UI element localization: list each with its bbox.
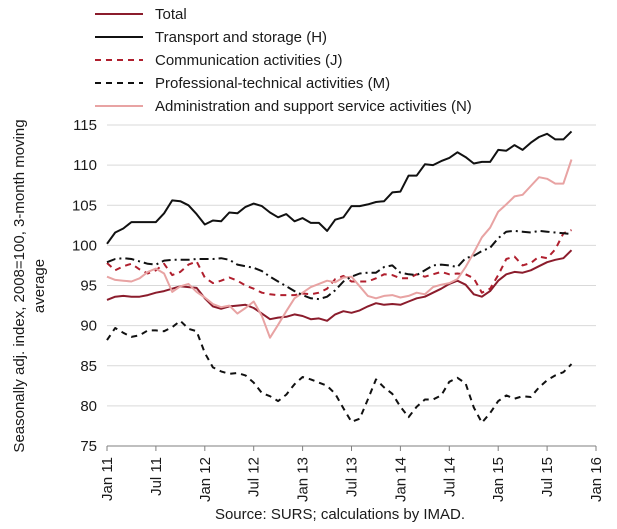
y-tick-label: 105 xyxy=(72,197,97,214)
legend-label: Total xyxy=(155,6,187,23)
x-tick-label: Jan 14 xyxy=(392,457,409,502)
x-tick-label: Jan 15 xyxy=(490,457,507,502)
x-tick-label: Jul 14 xyxy=(441,457,458,497)
y-tick-label: 115 xyxy=(73,117,97,134)
x-tick-label: Jan 16 xyxy=(588,457,605,502)
series-line-6 xyxy=(106,229,572,301)
series-line-2 xyxy=(106,130,573,245)
y-tick-label: 100 xyxy=(72,237,97,254)
x-tick-label: Jul 13 xyxy=(344,457,361,497)
y-tick-label: 75 xyxy=(80,438,97,455)
y-axis-title-line-2: average xyxy=(31,259,48,313)
y-tick-labels: 75 80 85 90 95 100 105 110 115 xyxy=(72,117,97,455)
y-tick-label: 110 xyxy=(73,157,97,174)
legend-label: Transport and storage (H) xyxy=(155,29,327,46)
x-tick-label: Jan 12 xyxy=(197,457,214,502)
y-tick-label: 80 xyxy=(80,398,97,415)
legend: Total Transport and storage (H) Communicat… xyxy=(95,6,472,115)
series-line-5 xyxy=(106,159,573,339)
y-tick-label: 90 xyxy=(80,318,97,335)
y-axis-title-line-1: Seasonally adj. index, 2008=100, 3-month… xyxy=(11,119,28,452)
x-tick-label: Jan 11 xyxy=(99,457,116,501)
axes xyxy=(106,445,597,451)
legend-label: Administration and support service activ… xyxy=(155,98,472,115)
legend-label: Communication activities (J) xyxy=(155,52,343,69)
x-tick-label: Jul 15 xyxy=(539,457,556,497)
source-note: Source: SURS; calculations by IMAD. xyxy=(215,506,465,523)
legend-label: Professional-technical activities (M) xyxy=(155,75,390,92)
x-tick-label: Jul 12 xyxy=(246,457,263,497)
x-tick-labels: Jan 11 Jul 11 Jan 12 Jul 12 Jan 13 Jul 13 Jan … xyxy=(99,457,605,502)
series-line-1 xyxy=(106,249,573,322)
series-line-4 xyxy=(106,319,573,424)
x-tick-label: Jan 13 xyxy=(295,457,312,502)
x-tick-label: Jul 11 xyxy=(148,457,165,496)
y-tick-label: 95 xyxy=(80,278,97,295)
y-tick-label: 85 xyxy=(80,358,97,375)
series-lines xyxy=(106,130,573,424)
